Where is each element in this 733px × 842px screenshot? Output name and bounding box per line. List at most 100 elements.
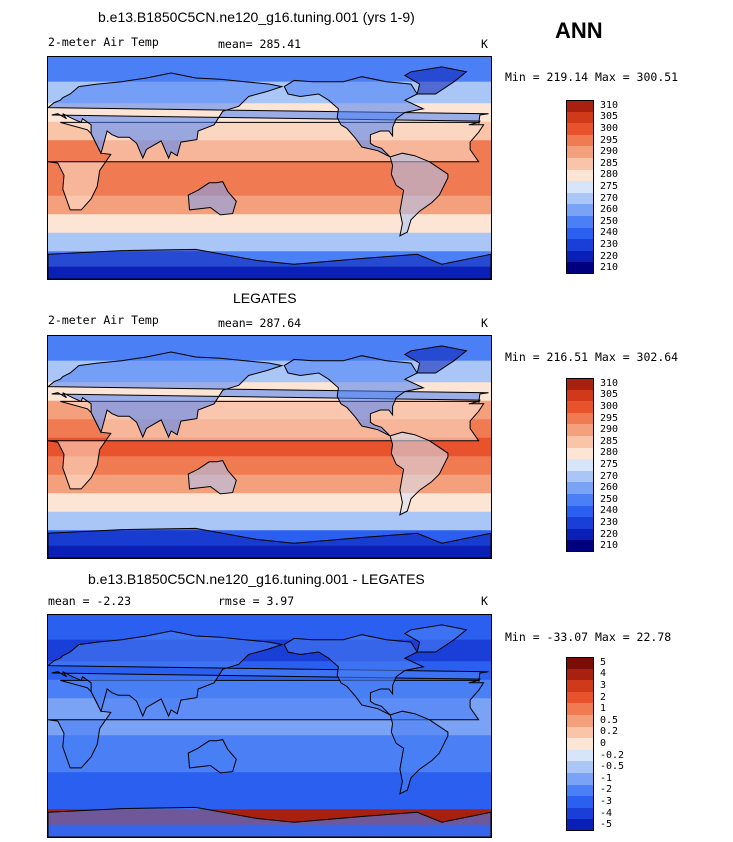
colorbar-segment [566, 111, 594, 124]
colorbar-tick-label: 220 [600, 250, 619, 262]
colorbar-segment [566, 436, 594, 449]
colorbar-tick-label: 310 [600, 99, 619, 111]
map-svg [48, 615, 491, 837]
panel1-minmax-label: Min = 219.14 Max = 300.51 [505, 70, 679, 84]
colorbar-segment [566, 146, 594, 159]
continent-outline [403, 624, 468, 653]
colorbar-segment [566, 691, 594, 704]
colorbar-tick-label: 260 [600, 204, 619, 216]
colorbar-tick-label: -1 [600, 772, 613, 784]
continent-outline [48, 400, 485, 490]
zonal-band [48, 511, 491, 531]
colorbar-segment [566, 389, 594, 402]
continent-outline [48, 679, 485, 769]
colorbar-tick-label: 290 [600, 146, 619, 158]
colorbar-tick-label: 240 [600, 227, 619, 239]
colorbar-tick-label: -0.2 [600, 749, 625, 761]
colorbar-segment [566, 470, 594, 483]
zonal-band [48, 474, 491, 494]
panel1-colorbar: 310 305 300 295 290 285 280 275 270 260 250 240 230 2… [566, 99, 646, 275]
colorbar-segment [566, 424, 594, 437]
panel3-title: b.e13.B1850C5CN.ne120_g16.tuning.001 - L… [88, 571, 425, 587]
panel2-minmax-label: Min = 216.51 Max = 302.64 [505, 350, 679, 364]
colorbar-tick-label: 295 [600, 412, 619, 424]
colorbar-segment [566, 181, 594, 194]
continent-outline [187, 739, 237, 774]
map-svg [48, 336, 491, 558]
continent-outline [187, 460, 237, 495]
colorbar-segment [566, 239, 594, 252]
panel2-mean-label: mean= 287.64 [218, 316, 302, 330]
colorbar-tick-label: 305 [600, 111, 619, 123]
continent-outline [48, 351, 489, 439]
colorbar-segment [566, 540, 594, 553]
continent-outline [48, 121, 485, 211]
colorbar-segment [566, 100, 594, 113]
colorbar-tick-label: 4 [600, 668, 607, 680]
continent-outline [48, 630, 489, 718]
colorbar-tick-label: 0.2 [600, 726, 619, 738]
panel2-variable-label: 2-meter Air Temp [48, 313, 159, 327]
colorbar-tick-label: 250 [600, 493, 619, 505]
colorbar-tick-label: 5 [600, 656, 607, 668]
colorbar-segment [566, 726, 594, 739]
panel3-map [47, 614, 492, 838]
panel1-map [47, 56, 492, 280]
continent-outline [283, 355, 425, 437]
colorbar-tick-label: 280 [600, 169, 619, 181]
colorbar-segment [566, 459, 594, 472]
continent-outline [389, 710, 449, 795]
zonal-band [48, 437, 491, 457]
colorbar-segment [566, 227, 594, 240]
colorbar-segment [566, 378, 594, 391]
colorbar-segment [566, 262, 594, 275]
colorbar-tick-label: 305 [600, 389, 619, 401]
colorbar-segment [566, 169, 594, 182]
colorbar-tick-label: 260 [600, 482, 619, 494]
colorbar-segment [566, 773, 594, 786]
colorbar-segment [566, 680, 594, 693]
panel3-units-label: K [481, 594, 488, 608]
panel1-mean-label: mean= 285.41 [218, 37, 302, 51]
colorbar-tick-label: 3 [600, 680, 607, 691]
colorbar-tick-label: 295 [600, 134, 619, 146]
zonal-band [48, 195, 491, 215]
colorbar-tick-label: 210 [600, 540, 619, 552]
panel3-rmse-label: rmse = 3.97 [218, 594, 295, 608]
colorbar-segment [566, 807, 594, 820]
colorbar-segment [566, 134, 594, 147]
colorbar-segment [566, 796, 594, 809]
zonal-band [48, 456, 491, 476]
panel2-title: LEGATES [233, 290, 297, 306]
continent-outline [389, 152, 449, 237]
season-label: ANN [555, 18, 603, 43]
colorbar-segment [566, 158, 594, 171]
colorbar-tick-label: -4 [600, 807, 613, 819]
zonal-band [48, 493, 491, 513]
panel2-units-label: K [481, 316, 488, 330]
continent-outline [283, 76, 425, 158]
colorbar-segment [566, 482, 594, 495]
colorbar-segment [566, 250, 594, 263]
continent-outline [283, 634, 425, 716]
zonal-band [48, 716, 491, 736]
colorbar-segment [566, 505, 594, 518]
panel1-units-label: K [481, 37, 488, 51]
colorbar-tick-label: 270 [600, 192, 619, 204]
colorbar-tick-label: 210 [600, 262, 619, 274]
continent-outline [403, 66, 468, 95]
panel1-title: b.e13.B1850C5CN.ne120_g16.tuning.001 (yr… [98, 9, 415, 25]
zonal-band [48, 158, 491, 178]
map-svg [48, 57, 491, 279]
colorbar-tick-label: -2 [600, 784, 613, 796]
colorbar-segment [566, 216, 594, 229]
zonal-band [48, 772, 491, 792]
panel3-colorbar: 5 4 3 2 1 0.5 0.2 0 -0.2 -0.5 -1 -2 -3 -4 -5 [566, 656, 646, 832]
colorbar-tick-label: 0.5 [600, 714, 619, 726]
continent-outline [48, 248, 491, 279]
colorbar-segment [566, 715, 594, 728]
panel1-variable-label: 2-meter Air Temp [48, 35, 159, 49]
colorbar-tick-label: 275 [600, 459, 619, 470]
colorbar-segment [566, 447, 594, 460]
colorbar-tick-label: -0.5 [600, 761, 625, 773]
